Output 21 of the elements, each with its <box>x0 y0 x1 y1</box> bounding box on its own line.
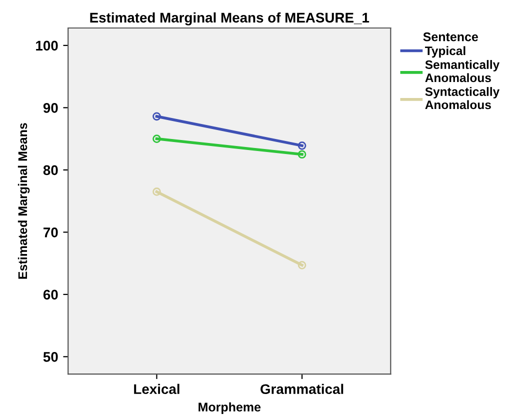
y-tick-label: 80 <box>43 165 58 176</box>
point <box>298 261 306 270</box>
y-tick-label: 60 <box>43 290 58 300</box>
point <box>298 150 306 159</box>
x-tick-label: Lexical <box>134 384 180 394</box>
point <box>152 188 161 196</box>
x-tick-label: Grammatical <box>260 384 344 394</box>
y-axis-title: Estimated Marginal Means <box>18 123 30 279</box>
y-tick-label: 90 <box>43 103 58 113</box>
chart-title: Estimated Marginal Means of MEASURE_1 <box>90 12 370 26</box>
x-axis-title: Morpheme <box>198 402 261 414</box>
point <box>152 134 161 143</box>
y-tick-label: 70 <box>44 228 58 238</box>
legend-title: Sentence <box>423 32 478 42</box>
legend-label: Syntactically Anomalous <box>425 87 500 110</box>
y-tick-label: 50 <box>43 352 58 362</box>
point <box>152 112 161 121</box>
legend-label: Typical <box>425 46 466 58</box>
point <box>298 141 306 150</box>
legend-label: Semantically Anomalous <box>425 60 500 82</box>
y-tick-label: 100 <box>36 40 58 51</box>
